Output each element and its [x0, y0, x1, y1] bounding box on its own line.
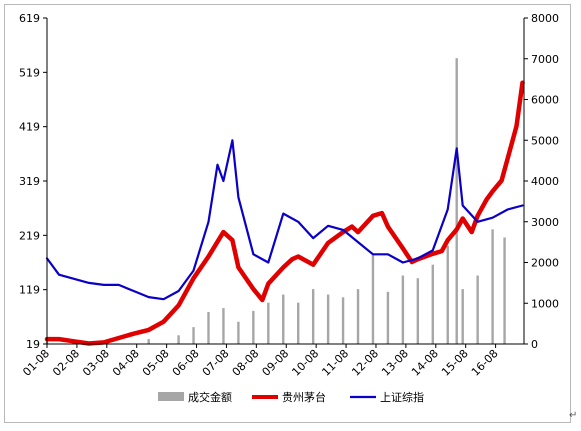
legend-label-2: 上证综指 — [380, 390, 424, 404]
right-tick-label-5: 3000 — [531, 216, 559, 229]
x-tick-label-2: 03-08 — [80, 347, 112, 379]
left-tick-label-3: 319 — [19, 175, 40, 188]
bar-0-14 — [341, 297, 345, 344]
x-axis-ticks: 01-0802-0803-0804-0805-0806-0807-0808-08… — [20, 344, 501, 379]
bar-0-18 — [401, 275, 405, 344]
bar-0-8 — [252, 310, 255, 344]
bar-0-21 — [446, 245, 449, 344]
bar-0-11 — [297, 302, 300, 344]
plot-area — [44, 58, 525, 346]
legend: 成交金额 贵州茅台 上证综指 — [158, 390, 424, 404]
x-tick-label-9: 10-08 — [289, 347, 321, 379]
chart-frame — [4, 4, 571, 423]
series-line-1 — [44, 80, 525, 346]
right-tick-label-1: 7000 — [531, 53, 559, 66]
bar-0-23 — [461, 289, 464, 344]
x-tick-label-6: 07-08 — [200, 347, 232, 379]
x-tick-label-3: 04-08 — [110, 347, 142, 379]
right-tick-label-0: 8000 — [531, 12, 559, 25]
left-tick-label-4: 219 — [19, 229, 40, 242]
legend-swatch-0 — [158, 392, 184, 401]
x-tick-label-8: 09-08 — [260, 347, 292, 379]
bar-0-22 — [455, 58, 458, 344]
series-line-2 — [45, 139, 524, 301]
right-tick-label-7: 1000 — [531, 297, 559, 310]
bar-0-7 — [237, 321, 240, 344]
bar-0-24 — [476, 275, 479, 344]
x-tick-label-13: 14-08 — [409, 347, 441, 379]
x-tick-label-10: 11-08 — [319, 347, 351, 379]
bar-0-25 — [491, 229, 494, 344]
x-tick-label-14: 15-08 — [439, 347, 471, 379]
right-tick-label-8: 0 — [531, 338, 538, 351]
x-tick-label-15: 16-08 — [469, 347, 501, 379]
left-y-ticks: 619 519 419 319 219 119 19 — [19, 12, 47, 351]
left-tick-label-5: 119 — [19, 284, 40, 297]
bar-0-5 — [207, 311, 210, 344]
right-y-ticks: 8000 7000 6000 5000 4000 3000 2000 1000 0 — [524, 12, 559, 351]
x-tick-label-0: 01-08 — [20, 347, 52, 379]
bar-0-16 — [371, 253, 375, 344]
bar-0-10 — [282, 294, 285, 344]
x-tick-label-7: 08-08 — [230, 347, 262, 379]
left-tick-label-2: 419 — [19, 121, 40, 134]
legend-label-0: 成交金额 — [188, 390, 232, 404]
left-tick-label-1: 519 — [19, 66, 40, 79]
right-tick-label-4: 4000 — [531, 175, 559, 188]
x-tick-label-1: 02-08 — [50, 347, 82, 379]
x-tick-label-4: 05-08 — [140, 347, 172, 379]
left-tick-label-0: 619 — [19, 12, 40, 25]
bar-0-9 — [267, 302, 270, 344]
legend-label-1: 贵州茅台 — [282, 390, 326, 404]
x-tick-label-5: 06-08 — [170, 347, 202, 379]
left-tick-label-6: 19 — [26, 338, 40, 351]
right-tick-label-6: 2000 — [531, 257, 559, 270]
x-tick-label-11: 12-08 — [349, 347, 381, 379]
return-symbol: ↵ — [569, 410, 578, 421]
right-tick-label-3: 5000 — [531, 134, 559, 147]
bar-0-26 — [503, 237, 506, 344]
bar-0-6 — [222, 308, 225, 344]
bar-0-12 — [311, 289, 315, 344]
bar-0-13 — [326, 294, 330, 344]
bar-0-20 — [431, 264, 434, 344]
right-tick-label-2: 6000 — [531, 94, 559, 107]
x-tick-label-12: 13-08 — [379, 347, 411, 379]
bar-0-17 — [386, 291, 390, 344]
bar-0-4 — [192, 327, 195, 344]
bar-0-19 — [416, 278, 420, 344]
bar-0-15 — [356, 289, 360, 344]
bar-0-2 — [147, 339, 150, 344]
bar-0-3 — [177, 335, 180, 344]
